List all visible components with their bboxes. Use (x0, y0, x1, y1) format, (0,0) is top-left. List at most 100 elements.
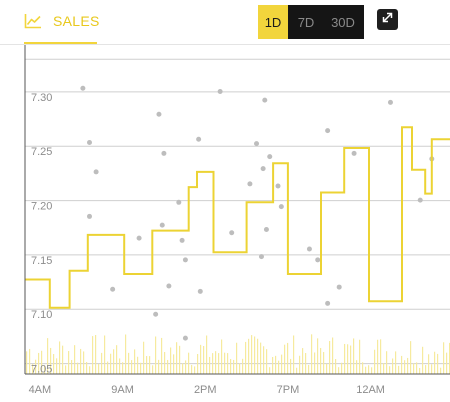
volume-bar (101, 352, 103, 374)
volume-bar (362, 362, 364, 374)
volume-bar (347, 344, 349, 374)
volume-bar (176, 342, 178, 374)
chart-header: SALES 1D 7D 30D (0, 0, 450, 44)
volume-bar (440, 367, 442, 374)
volume-bar (164, 351, 166, 374)
volume-bar (104, 335, 106, 374)
scatter-point (387, 99, 393, 105)
volume-bar (281, 354, 283, 374)
volume-bar (203, 346, 205, 374)
volume-bar (377, 339, 379, 374)
expand-button[interactable] (377, 9, 398, 30)
volume-bar (122, 362, 124, 374)
scatter-point (351, 150, 357, 156)
volume-bar (284, 344, 286, 374)
volume-bar (65, 365, 67, 374)
volume-bar (425, 365, 427, 374)
volume-bar (371, 367, 373, 374)
volume-bar (194, 366, 196, 374)
volume-bar (335, 359, 337, 374)
scatter-point (325, 300, 331, 306)
volume-bar (311, 334, 313, 374)
volume-bar (344, 343, 346, 374)
volume-bar (404, 360, 406, 374)
scatter-point (336, 284, 342, 290)
scatter-point (176, 199, 182, 205)
volume-bar (359, 339, 361, 374)
volume-bar (353, 338, 355, 374)
volume-bar (254, 336, 256, 374)
volume-bar (215, 351, 217, 374)
scatter-point (86, 213, 92, 219)
volume-bar (53, 354, 55, 374)
y-tick-label: 7.30 (31, 92, 52, 104)
scatter-point (217, 88, 223, 94)
scatter-point (197, 288, 203, 294)
volume-bar (434, 351, 436, 374)
volume-bar (350, 345, 352, 374)
volume-bar (260, 342, 262, 374)
volume-bar (68, 351, 70, 374)
volume-bar (92, 336, 94, 374)
volume-bar (221, 339, 223, 374)
scatter-point (182, 335, 188, 341)
volume-bars (26, 334, 450, 374)
volume-bar (26, 351, 28, 374)
range-1d-button[interactable]: 1D (258, 5, 288, 39)
scatter-point (93, 169, 99, 175)
volume-bar (191, 364, 193, 374)
volume-bar (269, 367, 271, 374)
volume-bar (317, 338, 319, 374)
volume-bar (113, 349, 115, 374)
scatter-point (80, 85, 86, 91)
volume-bar (326, 363, 328, 374)
volume-bar (275, 355, 277, 374)
volume-bar (308, 364, 310, 374)
scatter-point (229, 230, 235, 236)
volume-bar (98, 363, 100, 374)
volume-bar (272, 356, 274, 374)
volume-bar (95, 335, 97, 374)
scatter-point (258, 254, 264, 260)
volume-bar (320, 348, 322, 374)
range-7d-button[interactable]: 7D (288, 5, 324, 39)
volume-bar (227, 353, 229, 374)
scatter-point (161, 150, 167, 156)
volume-bar (47, 338, 49, 374)
volume-bar (107, 361, 109, 374)
volume-bar (218, 353, 220, 374)
volume-bar (146, 356, 148, 374)
volume-bar (71, 360, 73, 374)
volume-bar (134, 349, 136, 374)
volume-bar (290, 358, 292, 374)
volume-bar (341, 362, 343, 374)
volume-bar (248, 338, 250, 374)
volume-bar (188, 352, 190, 374)
volume-bar (35, 359, 37, 374)
range-30d-button[interactable]: 30D (324, 5, 364, 39)
volume-bar (431, 364, 433, 374)
volume-bar (77, 362, 79, 374)
scatter-points (80, 85, 435, 341)
y-tick-label: 7.05 (31, 364, 52, 376)
volume-bar (197, 353, 199, 374)
volume-bar (50, 347, 52, 374)
volume-bar (356, 360, 358, 374)
scatter-point (325, 128, 331, 134)
scatter-point (260, 166, 266, 172)
scatter-point (306, 246, 312, 252)
volume-bar (392, 358, 394, 374)
volume-bar (128, 352, 130, 374)
tab-sales[interactable]: SALES (24, 0, 99, 44)
volume-bar (152, 365, 154, 374)
y-axis-ticks: 7.05 7.10 7.15 7.20 7.25 7.30 (31, 92, 52, 376)
scatter-point (166, 283, 172, 289)
volume-bar (305, 353, 307, 374)
volume-bar (131, 360, 133, 374)
volume-bar (299, 355, 301, 374)
expand-icon (381, 11, 394, 29)
volume-bar (236, 342, 238, 374)
scatter-point (315, 257, 321, 263)
volume-bar (173, 354, 175, 374)
sales-chart: 7.05 7.10 7.15 7.20 7.25 7.30 4AM 9AM 2PM 7PM 12A… (24, 45, 450, 396)
